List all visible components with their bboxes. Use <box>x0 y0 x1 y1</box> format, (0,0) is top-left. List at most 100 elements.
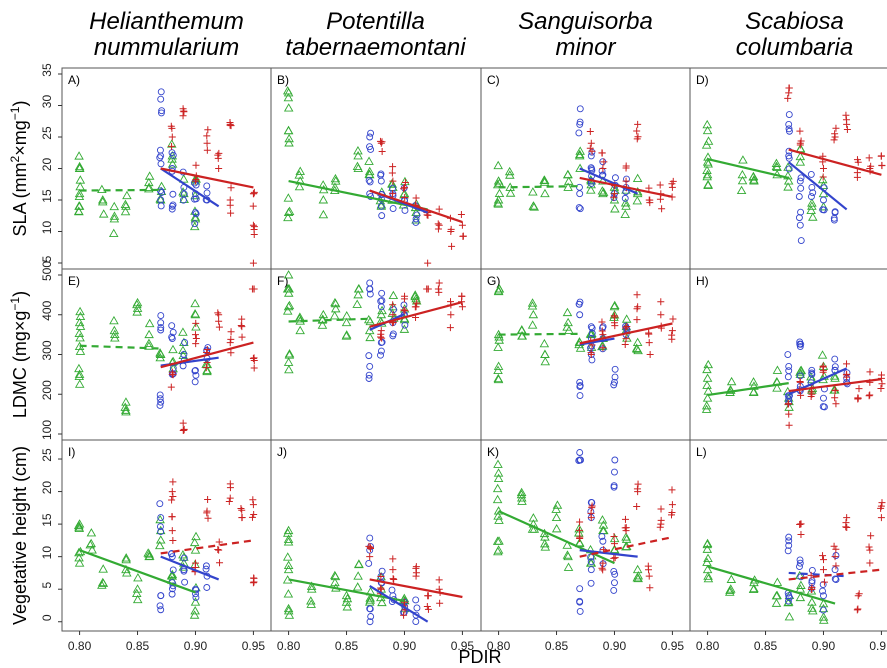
data-point-green-triangle <box>283 534 294 543</box>
x-tick-label: 0.90 <box>184 639 208 653</box>
data-point-red-cross <box>610 193 618 201</box>
data-point-blue-circle <box>157 202 165 210</box>
data-point-green-triangle <box>494 188 505 197</box>
y-axis-label-part: SLA (mm <box>10 162 30 236</box>
data-point-green-triangle <box>772 383 782 392</box>
data-point-green-triangle <box>74 317 85 327</box>
data-point-green-triangle <box>202 366 212 376</box>
data-point-blue-circle <box>784 351 792 359</box>
data-point-green-triangle <box>330 176 341 185</box>
data-point-green-triangle <box>191 322 201 331</box>
data-point-blue-circle <box>169 190 177 198</box>
data-point-red-cross <box>227 328 235 336</box>
data-point-red-cross <box>843 125 851 133</box>
data-point-green-triangle <box>748 387 759 397</box>
data-point-green-triangle <box>132 584 143 593</box>
data-point-green-triangle <box>563 182 573 191</box>
data-point-green-triangle <box>74 163 85 172</box>
data-point-green-triangle <box>330 571 341 581</box>
data-point-red-cross <box>599 331 607 339</box>
data-point-green-triangle <box>703 571 713 580</box>
data-point-red-cross <box>446 324 454 332</box>
data-point-green-triangle <box>749 583 759 593</box>
data-point-blue-circle <box>377 347 385 355</box>
data-point-green-triangle <box>528 187 538 196</box>
data-point-blue-circle <box>192 371 200 379</box>
data-point-red-cross <box>645 566 653 574</box>
data-point-red-cross <box>250 226 258 234</box>
data-point-blue-circle <box>832 576 840 584</box>
data-point-green-triangle <box>610 204 620 213</box>
data-point-blue-circle <box>819 403 827 411</box>
data-point-green-triangle <box>504 166 515 176</box>
data-point-green-triangle <box>493 459 503 468</box>
data-point-green-triangle <box>388 290 399 300</box>
panel-label: C) <box>487 73 500 87</box>
data-point-red-cross <box>424 211 432 219</box>
data-point-red-cross <box>820 578 828 586</box>
data-point-red-cross <box>169 478 177 486</box>
data-point-red-cross <box>831 130 839 138</box>
data-point-green-triangle <box>98 564 108 573</box>
data-point-blue-circle <box>576 183 583 191</box>
data-point-blue-circle <box>156 523 164 531</box>
data-point-green-triangle <box>795 143 806 153</box>
data-point-red-cross <box>377 333 385 341</box>
data-point-green-triangle <box>725 585 735 594</box>
data-point-red-cross <box>377 585 385 593</box>
data-point-green-triangle <box>284 138 294 147</box>
data-point-green-triangle <box>632 173 643 183</box>
data-point-blue-circle <box>587 152 595 160</box>
data-point-green-triangle <box>563 176 574 185</box>
data-point-green-triangle <box>794 570 805 580</box>
data-point-green-triangle <box>632 564 643 574</box>
data-point-red-cross <box>435 221 443 229</box>
data-point-green-triangle <box>387 178 397 188</box>
regression-line-blue <box>160 555 220 581</box>
data-point-green-triangle <box>283 103 294 112</box>
data-point-blue-circle <box>156 391 164 399</box>
data-point-green-triangle <box>748 171 759 181</box>
data-point-green-triangle <box>620 209 630 219</box>
panel-f: F) <box>277 259 466 382</box>
data-point-red-cross <box>877 514 885 522</box>
data-point-green-triangle <box>702 380 712 389</box>
data-point-blue-circle <box>796 221 804 229</box>
data-point-blue-circle <box>621 194 629 202</box>
data-point-blue-circle <box>820 196 827 204</box>
data-point-red-cross <box>389 575 397 583</box>
data-point-red-cross <box>866 546 874 554</box>
data-point-green-triangle <box>527 298 538 307</box>
data-point-blue-circle <box>831 575 839 583</box>
data-point-red-cross <box>168 142 176 150</box>
data-point-green-triangle <box>598 187 609 196</box>
data-point-red-cross <box>658 205 666 213</box>
y-tick-label: 20 <box>40 158 54 172</box>
data-point-blue-circle <box>576 392 584 400</box>
data-point-red-cross <box>458 303 466 311</box>
data-point-red-cross <box>180 425 188 433</box>
data-point-green-triangle <box>144 329 154 339</box>
data-point-blue-circle <box>192 593 200 601</box>
data-point-green-triangle <box>726 376 737 386</box>
data-point-blue-circle <box>378 567 386 575</box>
data-point-blue-circle <box>191 378 199 386</box>
data-point-green-triangle <box>736 185 747 195</box>
data-point-green-triangle <box>808 212 818 221</box>
data-point-red-cross <box>587 349 595 357</box>
data-point-red-cross <box>785 421 793 429</box>
data-point-red-cross <box>215 165 223 172</box>
data-point-blue-circle <box>785 367 793 375</box>
data-point-blue-circle <box>366 290 374 298</box>
data-point-blue-circle <box>808 183 816 191</box>
data-point-green-triangle <box>317 320 328 329</box>
data-point-green-triangle <box>516 487 527 497</box>
data-point-red-cross <box>180 107 188 115</box>
data-point-green-triangle <box>75 333 85 342</box>
data-point-green-triangle <box>551 504 561 513</box>
data-point-green-triangle <box>87 545 97 554</box>
data-point-green-triangle <box>784 612 795 621</box>
data-point-green-triangle <box>353 284 364 293</box>
data-point-red-cross <box>226 494 234 502</box>
data-point-red-cross <box>249 221 257 229</box>
